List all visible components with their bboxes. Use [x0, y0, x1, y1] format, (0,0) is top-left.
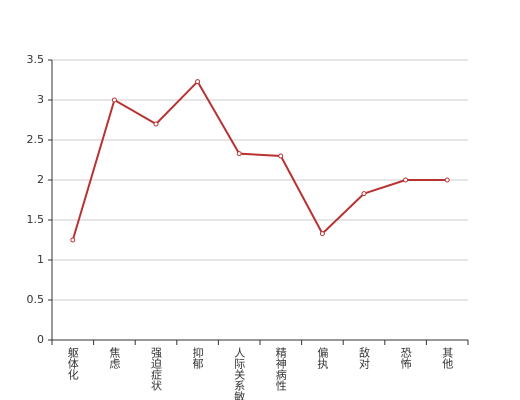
- y-tick-label: 0.5: [27, 293, 45, 306]
- point: [111, 97, 117, 103]
- point: [444, 177, 450, 183]
- point: [319, 231, 325, 237]
- point: [278, 153, 284, 159]
- y-tick-label: 3: [37, 93, 44, 106]
- point: [195, 79, 201, 85]
- x-tick-label: 偏执: [316, 346, 329, 370]
- point: [153, 121, 159, 127]
- x-tick-label: 恐怖: [399, 347, 412, 369]
- point: [70, 237, 76, 243]
- x-tick-label: 强迫症状: [150, 347, 163, 391]
- y-tick-label: 3.5: [27, 53, 45, 66]
- x-tick-label: 精神病性: [274, 347, 287, 392]
- point: [236, 151, 242, 157]
- x-tick-label: 人际关系敏感: [233, 347, 246, 400]
- y-tick-label: 2: [37, 173, 44, 186]
- y-tick-label: 1: [37, 253, 44, 266]
- y-tick-label: 1.5: [27, 213, 45, 226]
- point: [403, 177, 409, 183]
- x-tick-label: 其他: [441, 347, 454, 369]
- x-tick-label: 焦虑: [108, 347, 121, 369]
- point: [361, 191, 367, 197]
- line: [71, 79, 448, 241]
- y-tick-label: 0: [37, 333, 44, 346]
- x-tick-label: 躯体化: [66, 347, 79, 381]
- y-tick-label: 2.5: [27, 133, 45, 146]
- x-tick-label: 敌对: [358, 346, 371, 369]
- x-tick-label: 抑郁: [191, 346, 204, 369]
